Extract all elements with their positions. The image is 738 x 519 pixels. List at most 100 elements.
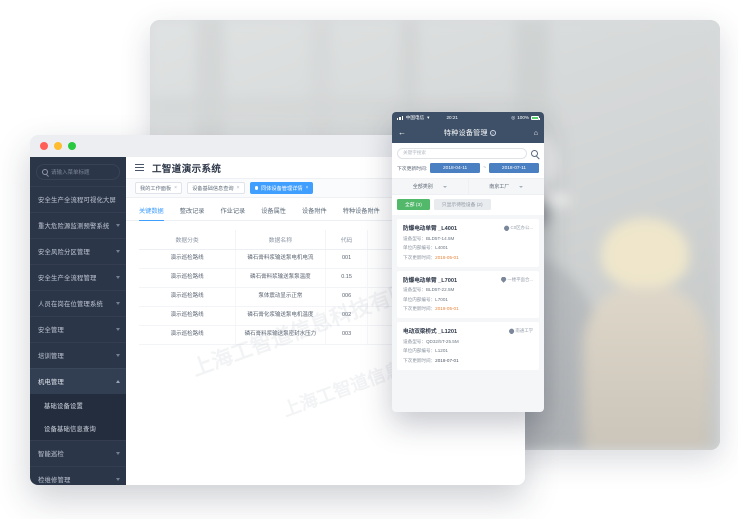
- field-label-internal-no: 单位内部编号：: [403, 348, 436, 353]
- device-next-update-row: 下次更新时间：2018-05-01: [403, 306, 533, 312]
- date-start-button[interactable]: 2018-04-11: [430, 163, 481, 173]
- tab-work-records[interactable]: 作业记录: [220, 208, 246, 215]
- cell-code: 006: [325, 287, 369, 307]
- cell-code: 0.15: [325, 268, 369, 288]
- main-header: 工智道演示系统: [126, 157, 525, 179]
- device-model-value: BLD5T-14.5M: [425, 235, 455, 241]
- list-item[interactable]: 防爆电动单臂 _L4001 C0区办公... 设备型号：BLD5T-14.5M …: [397, 219, 539, 267]
- device-internal-no-value: L7001: [435, 296, 448, 302]
- sidebar-item-visual-dashboard[interactable]: 安全生产全流程可视化大屏: [30, 186, 126, 212]
- chip-all[interactable]: 全部 (3): [397, 199, 430, 210]
- sidebar-item-risk-zone[interactable]: 安全风险分区管理: [30, 238, 126, 264]
- cell-category: 演示巡检路线: [139, 306, 237, 326]
- close-window-button[interactable]: [40, 142, 48, 150]
- chevron-down-icon: [519, 185, 524, 188]
- sidebar-item-hazard-monitoring[interactable]: 重大危险源监测预警系统: [30, 212, 126, 238]
- sidebar-subitem-device-info-query[interactable]: 设备基础信息查询: [30, 417, 126, 440]
- mobile-filter-section: 关键字搜索 下次更新时间: 2018-04-11 ~ 2018-07-11: [392, 143, 544, 178]
- sidebar-item-smart-inspection[interactable]: 智能巡检: [30, 440, 126, 466]
- cell-name: 磷石膏料浆输送泵电机电流: [235, 249, 326, 269]
- window-tab-device-management-detail[interactable]: 同体设备管理详情 ×: [249, 182, 314, 194]
- field-label-internal-no: 单位内部编号：: [403, 296, 436, 302]
- status-right-group: ◎ 100%: [511, 115, 540, 121]
- close-icon[interactable]: ×: [236, 185, 240, 191]
- sidebar-item-safety-management[interactable]: 安全管理: [30, 316, 126, 342]
- cell-category: 演示巡检路线: [139, 325, 237, 345]
- chevron-down-icon: [116, 452, 120, 455]
- chevron-down-icon: [116, 328, 120, 331]
- device-card-header: 防爆电动单臂 _L7001 一楼平面合...: [403, 276, 533, 284]
- column-header-code: 代码: [325, 230, 369, 250]
- column-header-name: 数据名称: [235, 230, 326, 250]
- device-location: 一楼平面合...: [500, 276, 533, 283]
- home-icon[interactable]: ⌂: [533, 129, 538, 137]
- sidebar-item-label: 培训管理: [38, 353, 64, 360]
- device-internal-no-value: L4001: [435, 245, 448, 250]
- sidebar-item-training[interactable]: 培训管理: [30, 342, 126, 368]
- date-filter-row: 下次更新时间: 2018-04-11 ~ 2018-07-11: [397, 159, 540, 178]
- window-tab-label: 设备基础信息查询: [192, 185, 234, 192]
- sidebar-item-maintenance[interactable]: 检维修管理: [30, 466, 126, 485]
- device-location: 南通工学: [508, 328, 533, 334]
- select-category[interactable]: 全部类别: [392, 179, 469, 194]
- list-item[interactable]: 防爆电动单臂 _L7001 一楼平面合... 设备型号：BLD5T-22.5M …: [397, 270, 539, 318]
- date-end-button[interactable]: 2018-07-11: [489, 163, 540, 173]
- device-next-update-row: 下次更新时间：2018-05-01: [403, 255, 533, 261]
- select-factory[interactable]: 南京工厂: [469, 179, 545, 194]
- mobile-search-row: 关键字搜索: [397, 147, 539, 159]
- sidebar-item-electromechanical[interactable]: 机电管理: [30, 368, 126, 394]
- clock-label: 20:21: [446, 115, 458, 120]
- cell-code: 002: [325, 306, 369, 326]
- tab-rectification-records[interactable]: 整改记录: [179, 208, 205, 215]
- device-model-value: QD32/5T-25.5M: [425, 338, 459, 344]
- cell-category: 演示巡检路线: [139, 287, 237, 307]
- close-icon[interactable]: ×: [174, 185, 178, 191]
- tab-special-device-attachments[interactable]: 特种设备附件: [342, 208, 380, 215]
- mobile-select-row: 全部类别 南京工厂: [392, 178, 544, 194]
- mobile-page-title: 特种设备管理: [443, 130, 488, 137]
- chip-pending-inspection[interactable]: 只显示待检设备 (2): [433, 199, 491, 210]
- device-card-header: 防爆电动单臂 _L4001 C0区办公...: [403, 224, 533, 232]
- device-name: 电动双梁桥式 _L1201: [403, 329, 458, 335]
- arrow-left-icon[interactable]: ←: [398, 128, 406, 137]
- window-tab-my-workbench[interactable]: 我的工作面板 ×: [135, 182, 183, 194]
- sidebar-item-label: 安全管理: [38, 327, 64, 334]
- mobile-search-input[interactable]: 关键字搜索: [397, 147, 527, 159]
- sidebar-item-label: 智能巡检: [38, 451, 64, 458]
- device-name: 防爆电动单臂 _L4001: [403, 226, 458, 232]
- question-icon[interactable]: ?: [489, 130, 496, 136]
- carrier-label: 中国电信: [405, 114, 425, 120]
- window-tab-device-info-query[interactable]: 设备基础信息查询 ×: [187, 182, 245, 194]
- search-icon: [42, 169, 48, 175]
- chevron-down-icon: [116, 302, 120, 305]
- field-label-model: 设备型号：: [403, 235, 426, 241]
- sidebar-item-process-management[interactable]: 安全生产全流程管理: [30, 264, 126, 290]
- field-label-model: 设备型号：: [403, 338, 426, 344]
- battery-icon: [531, 115, 540, 120]
- mobile-chip-row: 全部 (3) 只显示待检设备 (2): [392, 194, 544, 215]
- wifi-icon: ▾: [427, 114, 430, 120]
- tab-device-properties[interactable]: 设备属性: [261, 208, 286, 215]
- device-internal-no-row: 单位内部编号：L1201: [403, 348, 533, 354]
- sidebar-subitem-label: 设备基础信息查询: [44, 426, 96, 433]
- column-header-category: 数据分类: [139, 230, 237, 250]
- mobile-navbar: ← 特种设备管理 ? ⌂: [392, 123, 544, 143]
- page-title: 工智道演示系统: [152, 163, 222, 175]
- sidebar-search-input[interactable]: 请输入菜单标题: [36, 164, 120, 180]
- sidebar-subitem-base-device-settings[interactable]: 基础设备设置: [30, 394, 126, 417]
- tab-device-attachments[interactable]: 设备附件: [302, 208, 327, 215]
- close-icon[interactable]: ×: [305, 185, 309, 191]
- date-filter-label: 下次更新时间:: [397, 166, 428, 172]
- device-next-update-value: 2018-05-01: [435, 254, 459, 260]
- search-icon[interactable]: [531, 149, 538, 157]
- sidebar-item-staff-presence[interactable]: 人员在岗在位管理系统: [30, 290, 126, 316]
- hamburger-icon[interactable]: [135, 163, 144, 172]
- select-factory-label: 南京工厂: [489, 184, 510, 190]
- maximize-window-button[interactable]: [68, 142, 76, 150]
- chevron-down-icon: [116, 276, 120, 279]
- mobile-app-panel: 中国电信 ▾ 20:21 ◎ 100% ← 特种设备管理 ? ⌂ 关键字搜索 下…: [392, 112, 544, 412]
- field-label-model: 设备型号：: [403, 287, 426, 292]
- list-item[interactable]: 电动双梁桥式 _L1201 南通工学 设备型号：QD32/5T-25.5M 单位…: [397, 322, 539, 370]
- tab-key-data[interactable]: 关键数据: [139, 206, 164, 221]
- minimize-window-button[interactable]: [54, 142, 62, 150]
